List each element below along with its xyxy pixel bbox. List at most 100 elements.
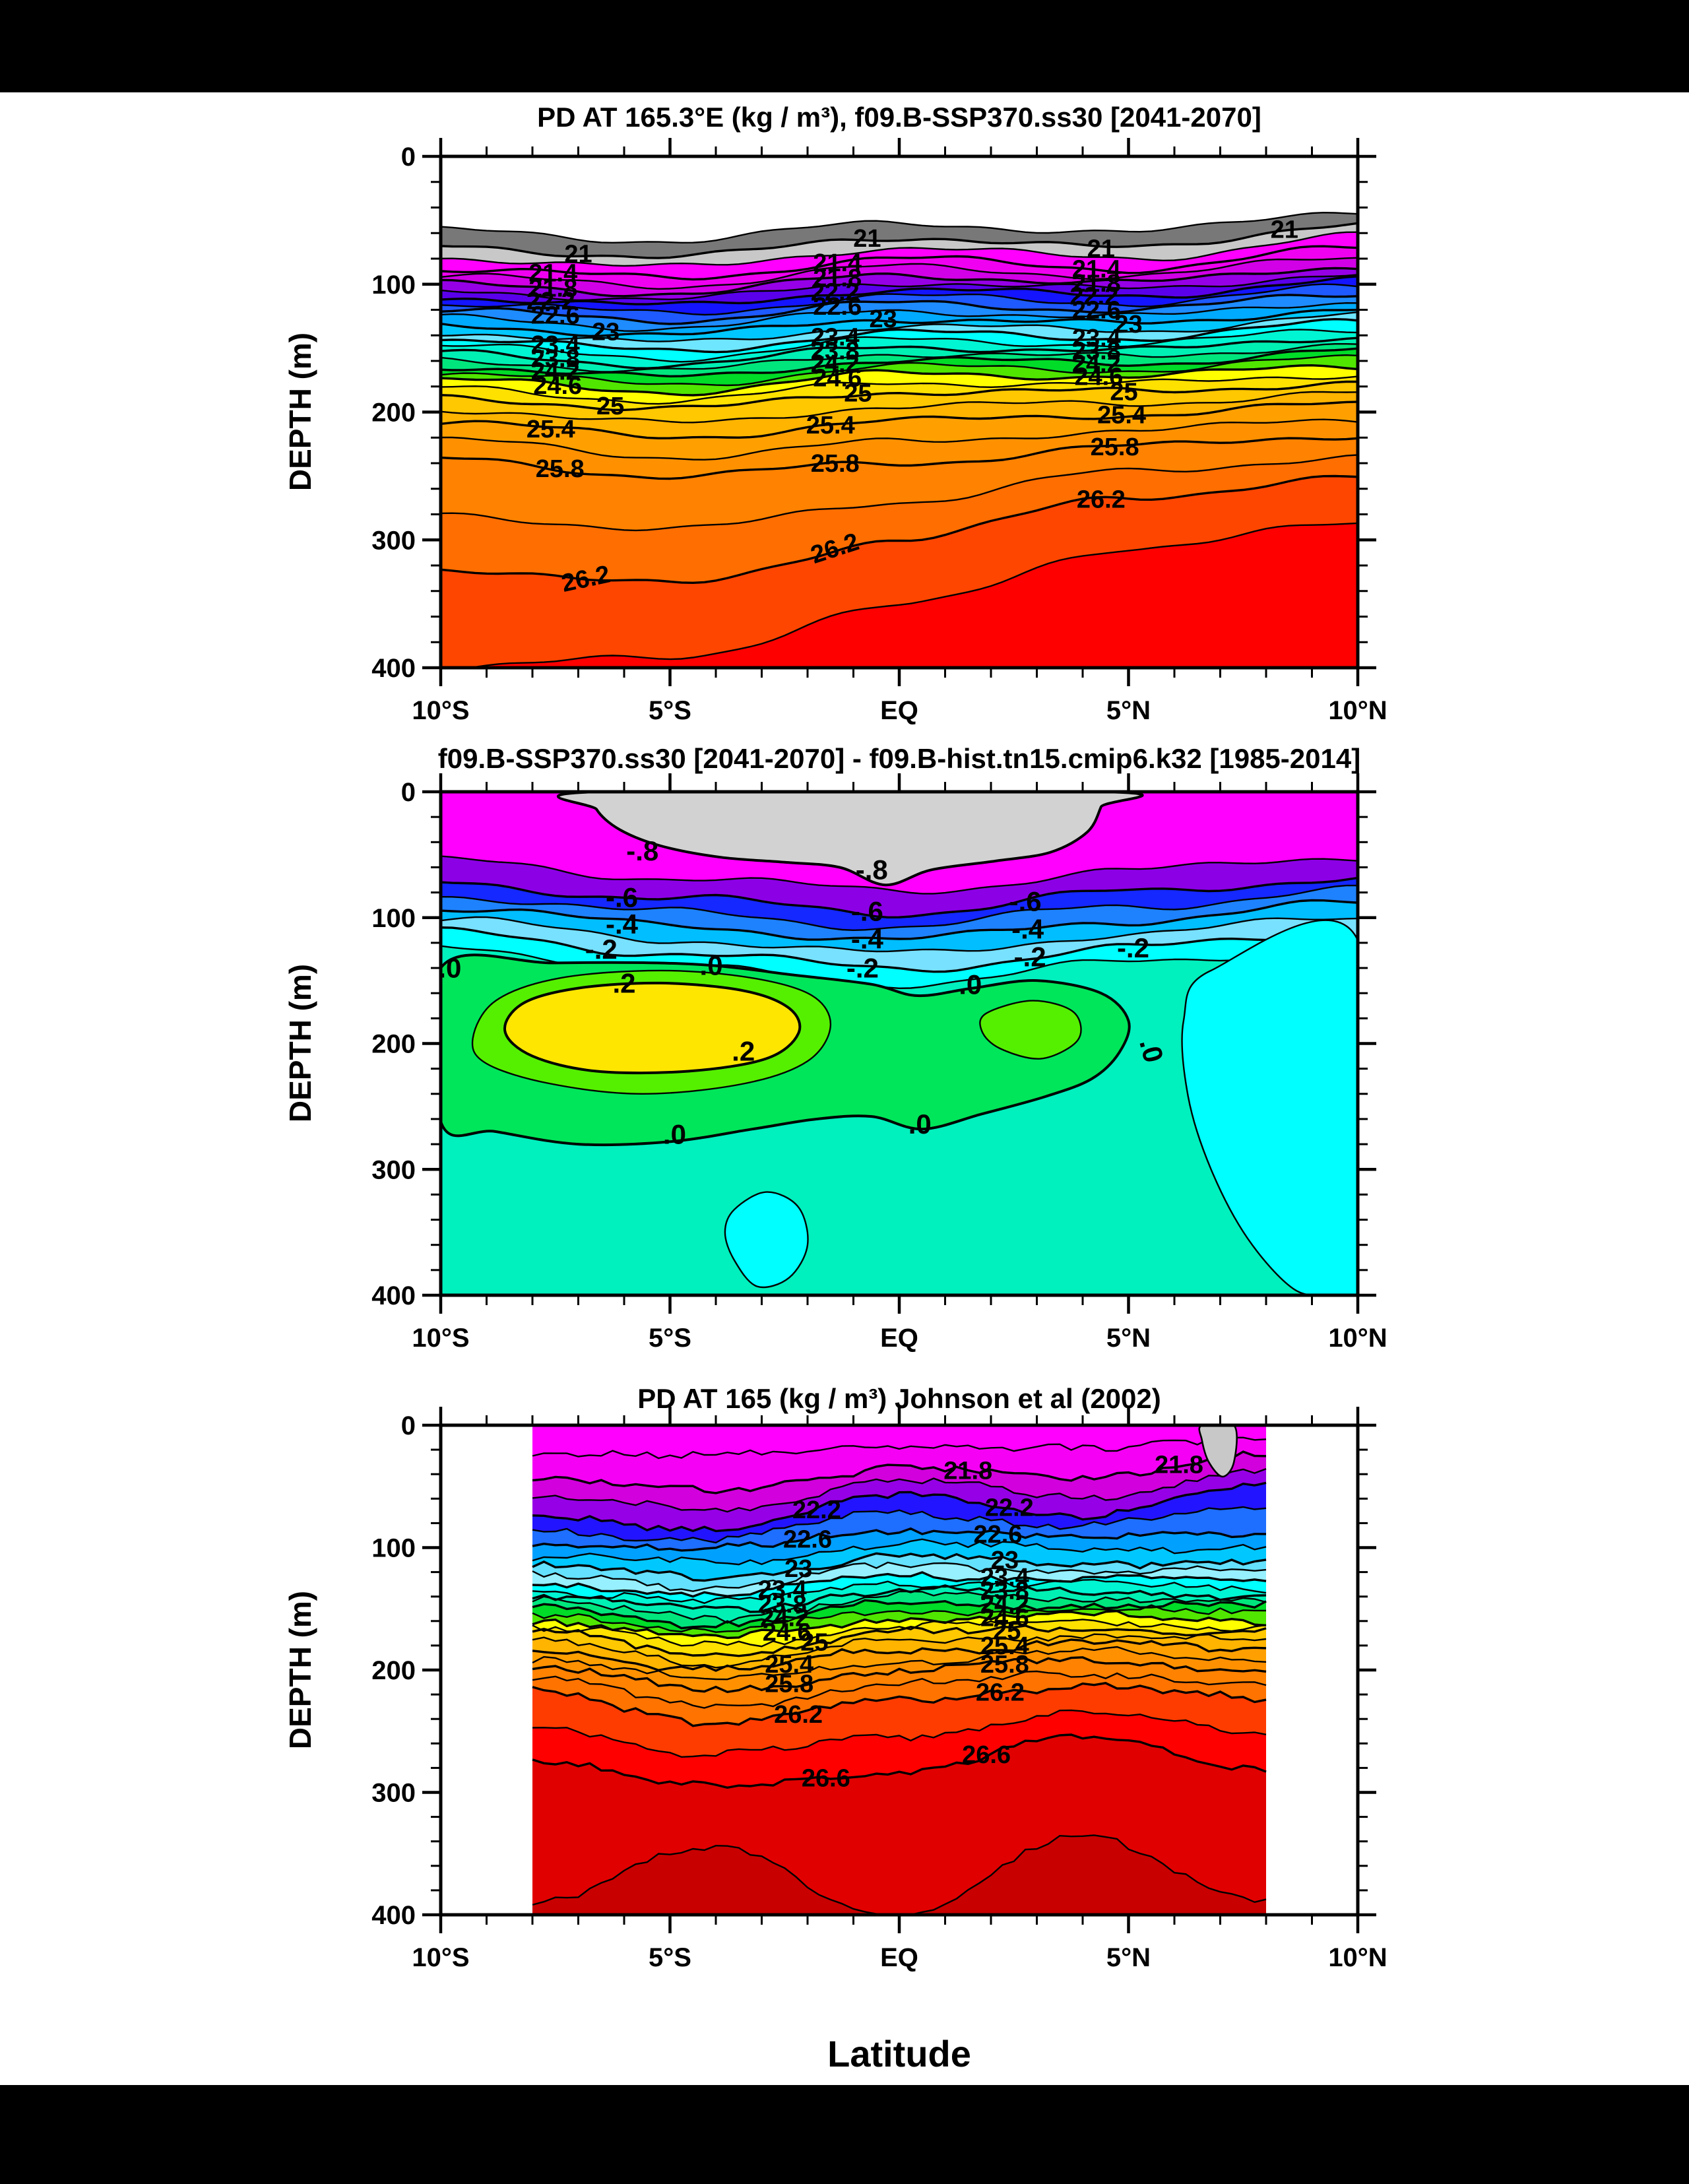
x-tick-label: 10°N: [1328, 696, 1387, 725]
contour-label: 21: [564, 240, 592, 268]
contour-line: [442, 375, 1356, 405]
y-tick-label: 200: [371, 1656, 416, 1685]
contour-label: 24.2: [760, 1604, 809, 1632]
contour-line: [532, 1561, 1267, 1592]
contour-label: 21.8: [1072, 270, 1121, 298]
contour-label: 25: [844, 380, 872, 408]
contour-line: [442, 274, 1356, 302]
contour-label: 23: [592, 319, 620, 346]
contour-line: [442, 329, 1356, 363]
contour-line: [442, 391, 1356, 424]
contour-line: [532, 1506, 1267, 1544]
contour-label: .0: [908, 1108, 932, 1140]
contour-label: 23.8: [531, 345, 580, 373]
y-tick-label: 400: [371, 1901, 416, 1930]
contour-label: 26.2: [1077, 486, 1126, 513]
contour-line: [532, 1538, 1267, 1566]
contour-line: [532, 1638, 1267, 1672]
contour-label: 25.4: [526, 416, 575, 443]
contour-region-deep-cyan-blob: [724, 1191, 809, 1289]
contour-line: [442, 275, 1356, 305]
panel-3-axes: 10°S 5°S EQ 5°N 10°N 0 100 200 300 400: [371, 1407, 1387, 1972]
contour-label: 24.6: [813, 364, 862, 392]
x-tick-label: EQ: [880, 696, 918, 725]
contour-label: 24.2: [531, 358, 580, 386]
contour-label: -.4: [606, 909, 639, 940]
contour-line: [442, 283, 1356, 316]
y-tick-label: 200: [371, 399, 416, 428]
contour-label: 21.8: [1155, 1451, 1203, 1479]
contour-label: -.4: [851, 924, 884, 955]
contour-line: [442, 454, 1356, 532]
contour-region-right-cyan-wedge: [1181, 919, 1356, 1294]
contour-region-plus01-right: [979, 1000, 1082, 1060]
contour-label: 26.2: [774, 1701, 823, 1729]
contour-label: 25.8: [536, 455, 585, 483]
contour-label: 25: [993, 1618, 1021, 1646]
contour-line: [442, 231, 1356, 267]
x-tick-label: 5°N: [1106, 1943, 1151, 1972]
panel2-title: f09.B-SSP370.ss30 [2041-2070] - f09.B-hi…: [437, 743, 1361, 774]
contour-label: 23.4: [531, 331, 580, 359]
contour-label: -.8: [626, 835, 658, 866]
contour-region-plus02-yellow: [503, 981, 802, 1075]
contour-label: .2: [612, 967, 635, 998]
x-tick-label: 5°N: [1106, 696, 1151, 725]
x-tick-label: 10°N: [1328, 1324, 1387, 1353]
contour-line: [442, 855, 1356, 895]
x-tick-label: 5°S: [649, 1943, 691, 1972]
contour-label: .2: [732, 1035, 755, 1066]
contour-label: -.8: [856, 854, 888, 885]
contour-label: 25.8: [811, 450, 860, 478]
contour-line: [532, 1834, 1267, 1913]
contour-label: 23.4: [758, 1576, 807, 1604]
contour-line: [442, 311, 1356, 342]
contour-label: 25.8: [765, 1671, 813, 1698]
contour-label: .0: [663, 1118, 686, 1149]
contour-label: 25.8: [980, 1651, 1029, 1679]
contour-label: 25: [800, 1628, 828, 1656]
contour-line: [532, 1552, 1267, 1582]
contour-label: 21.4: [528, 259, 577, 287]
contour-label: 26.6: [802, 1764, 850, 1792]
contour-label: 23.8: [1072, 338, 1121, 366]
x-axis-title: Latitude: [827, 2033, 971, 2074]
panel-1-contours: [442, 211, 1356, 666]
contour-label: 24.2: [980, 1591, 1029, 1619]
contour-label: 24.6: [763, 1619, 812, 1647]
figure-canvas: PD AT 165.3°E (kg / m³), f09.B-SSP370.ss…: [0, 92, 1689, 2085]
contour-line: [442, 343, 1356, 373]
x-tick-label: 10°S: [412, 1943, 469, 1972]
contour-label: 22.2: [526, 288, 575, 315]
contour-line: [532, 1604, 1267, 1633]
y-tick-label: 300: [371, 1779, 416, 1808]
contour-line: [532, 1633, 1267, 1669]
contour-line: [532, 1709, 1267, 1758]
y-tick-label: 300: [371, 526, 416, 555]
contour-line: [442, 926, 1356, 973]
contour-label: -.6: [1009, 885, 1042, 916]
contour-line: [442, 245, 1356, 281]
contour-label: 23.8: [980, 1578, 1029, 1605]
contour-line: [442, 337, 1356, 369]
contour-label: 25.4: [765, 1651, 813, 1679]
contour-line: [532, 1656, 1267, 1694]
contour-label: 23: [991, 1547, 1019, 1574]
contour-label: -.2: [1014, 941, 1046, 972]
contour-line: [442, 354, 1356, 387]
contour-label: -.2: [846, 953, 879, 984]
contour-label: 23: [1114, 311, 1142, 338]
contour-line: [532, 1578, 1267, 1604]
contour-label: 25.4: [806, 412, 855, 439]
contour-line: [532, 1646, 1267, 1681]
contour-label: 22.6: [783, 1526, 832, 1554]
contour-label: 23: [784, 1555, 812, 1583]
contour-label: 25: [1110, 379, 1137, 406]
contour-line: [472, 522, 1356, 666]
contour-line: [442, 401, 1356, 439]
contour-label: 22.2: [1069, 282, 1118, 310]
x-tick-label: 10°S: [412, 1324, 469, 1353]
contour-line: [532, 1670, 1267, 1709]
